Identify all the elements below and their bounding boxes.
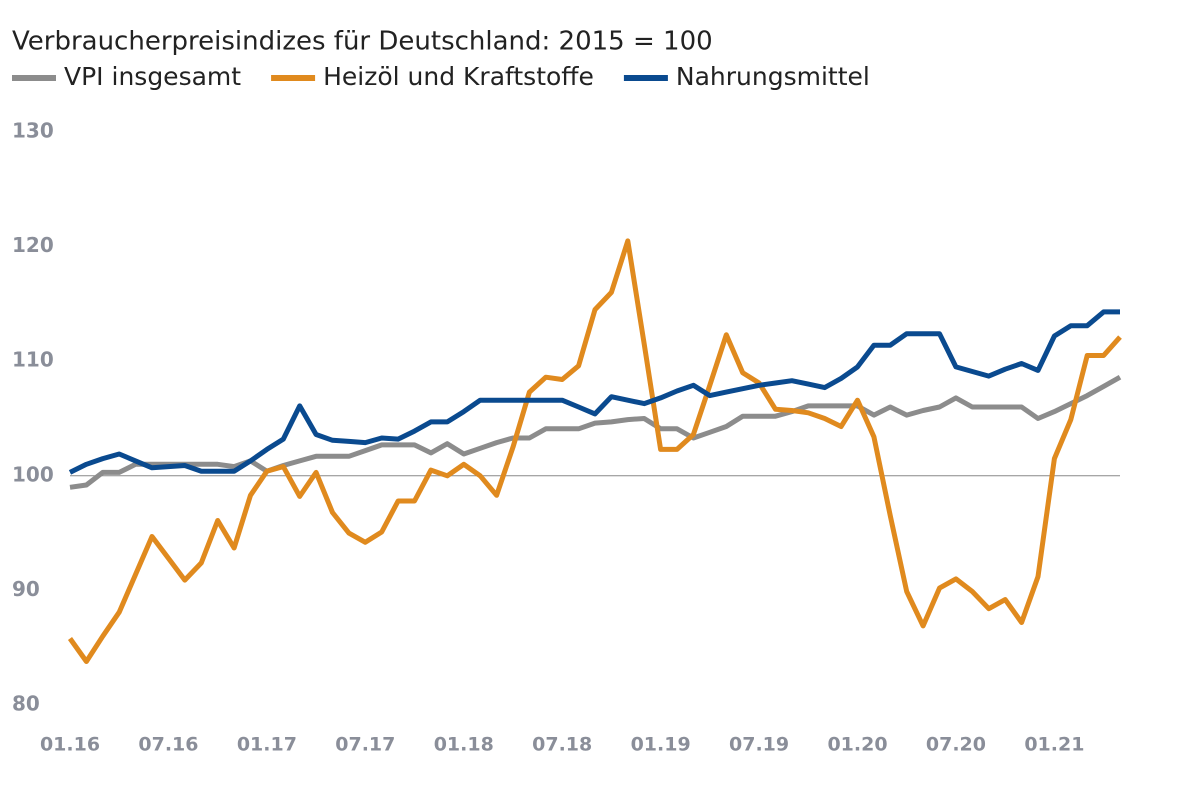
x-tick-label: 01.18 <box>434 734 494 756</box>
series-line <box>68 309 1120 475</box>
x-tick-label: 07.20 <box>926 734 986 756</box>
x-tick-label: 07.17 <box>335 734 395 756</box>
x-tick-label: 07.16 <box>138 734 198 756</box>
x-tick-label: 01.19 <box>631 734 691 756</box>
y-tick-label: 110 <box>12 348 54 372</box>
y-tick-label: 80 <box>12 692 40 716</box>
x-tick-label: 07.18 <box>532 734 592 756</box>
x-tick-label: 01.16 <box>40 734 100 756</box>
legend-label: Heizöl und Kraftstoffe <box>323 62 594 91</box>
y-tick-label: 120 <box>12 233 54 257</box>
x-tick-label: 01.20 <box>827 734 887 756</box>
series-line <box>67 238 1122 664</box>
legend-label: VPI insgesamt <box>64 62 241 91</box>
x-tick-label: 01.17 <box>237 734 297 756</box>
x-tick-label: 07.19 <box>729 734 789 756</box>
x-tick-label: 01.21 <box>1024 734 1084 756</box>
y-tick-label: 90 <box>12 577 40 601</box>
y-tick-label: 100 <box>12 462 54 486</box>
y-tick-label: 130 <box>12 119 54 143</box>
legend-label: Nahrungsmittel <box>676 62 870 91</box>
chart-title: Verbraucherpreisindizes für Deutschland:… <box>12 27 713 57</box>
